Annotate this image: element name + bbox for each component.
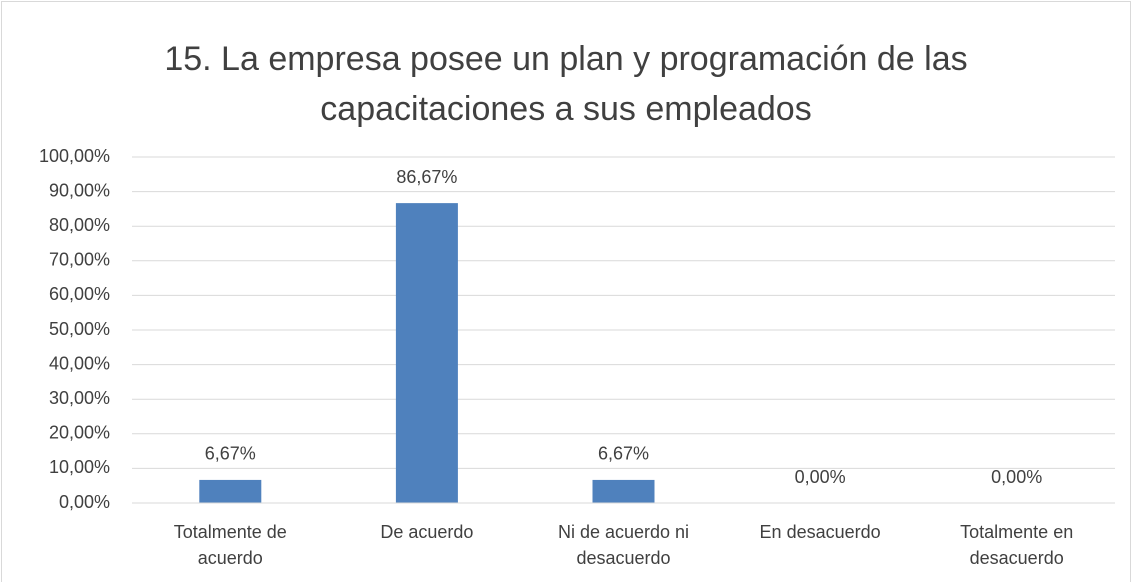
chart-title: 15. La empresa posee un plan y programac… bbox=[164, 40, 968, 128]
data-label: 0,00% bbox=[795, 467, 846, 487]
bar bbox=[395, 203, 458, 503]
x-tick-label: Ni de acuerdo ni desacuerdo bbox=[557, 522, 690, 568]
y-tick-label: 80,00% bbox=[49, 215, 110, 235]
x-tick-label: Totalmente de acuerdo bbox=[173, 522, 287, 568]
y-tick-label: 90,00% bbox=[49, 180, 110, 200]
bar bbox=[199, 479, 262, 503]
data-label: 6,67% bbox=[598, 444, 649, 464]
y-tick-label: 40,00% bbox=[49, 353, 110, 373]
y-tick-label: 50,00% bbox=[49, 319, 110, 339]
y-tick-label: 10,00% bbox=[49, 457, 110, 477]
bar bbox=[592, 479, 655, 503]
y-tick-label: 60,00% bbox=[49, 284, 110, 304]
y-tick-label: 100,00% bbox=[39, 146, 110, 166]
x-tick-label: En desacuerdo bbox=[759, 522, 881, 542]
x-tick-label: De acuerdo bbox=[380, 522, 474, 542]
x-tick-label: Totalmente en desacuerdo bbox=[960, 522, 1074, 568]
y-tick-label: 20,00% bbox=[49, 423, 110, 443]
y-tick-label: 30,00% bbox=[49, 388, 110, 408]
y-tick-label: 70,00% bbox=[49, 250, 110, 270]
data-label: 86,67% bbox=[396, 167, 457, 187]
y-tick-label: 0,00% bbox=[59, 492, 110, 512]
data-label: 6,67% bbox=[205, 444, 256, 464]
data-label: 0,00% bbox=[991, 467, 1042, 487]
